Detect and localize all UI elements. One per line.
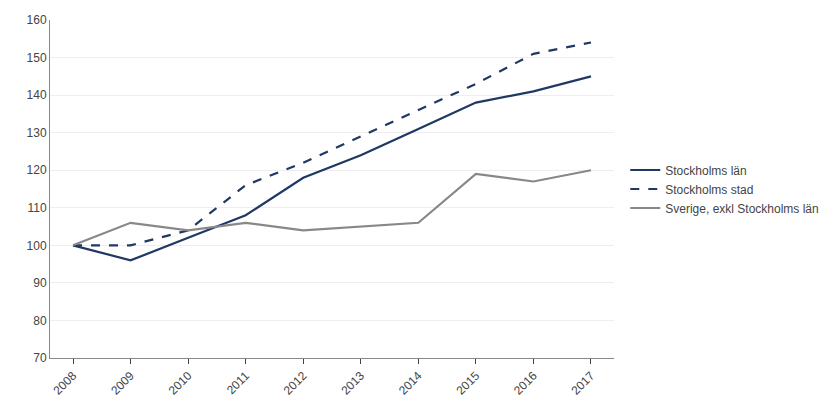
svg-text:2014: 2014 bbox=[396, 369, 425, 398]
svg-text:Sverige, exkl Stockholms län: Sverige, exkl Stockholms län bbox=[665, 202, 818, 216]
svg-text:2008: 2008 bbox=[51, 369, 80, 398]
svg-text:70: 70 bbox=[33, 351, 47, 365]
svg-text:2013: 2013 bbox=[338, 369, 367, 398]
svg-text:Stockholms stad: Stockholms stad bbox=[665, 183, 753, 197]
svg-text:110: 110 bbox=[27, 201, 46, 215]
svg-text:2012: 2012 bbox=[281, 369, 310, 398]
svg-text:2010: 2010 bbox=[166, 369, 195, 398]
svg-text:2015: 2015 bbox=[453, 369, 482, 398]
svg-text:140: 140 bbox=[27, 88, 47, 102]
svg-text:90: 90 bbox=[33, 276, 47, 290]
svg-text:150: 150 bbox=[27, 51, 47, 65]
svg-text:2017: 2017 bbox=[569, 369, 598, 398]
svg-text:130: 130 bbox=[27, 126, 47, 140]
svg-text:160: 160 bbox=[27, 13, 47, 27]
svg-text:80: 80 bbox=[33, 314, 47, 328]
svg-text:2009: 2009 bbox=[108, 369, 137, 398]
svg-text:2011: 2011 bbox=[224, 369, 252, 397]
svg-text:120: 120 bbox=[27, 163, 47, 177]
svg-text:Stockholms län: Stockholms län bbox=[665, 164, 746, 178]
svg-text:2016: 2016 bbox=[511, 369, 540, 398]
svg-text:100: 100 bbox=[27, 239, 47, 253]
